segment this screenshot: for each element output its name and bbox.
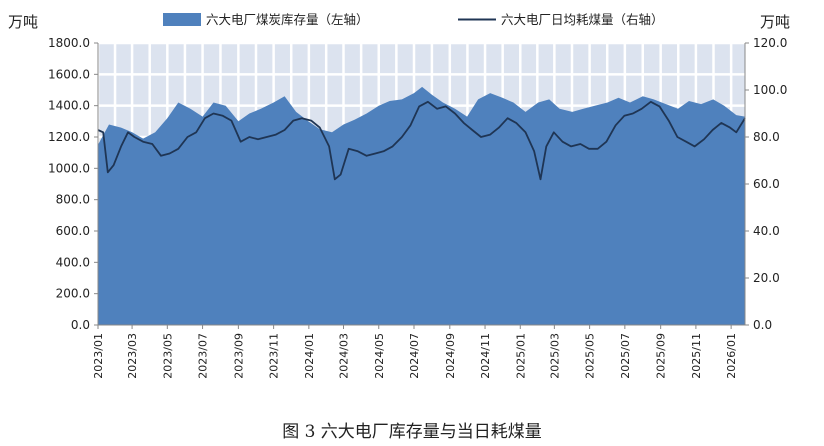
- x-tick-label: 2025/11: [690, 333, 703, 379]
- legend-line-label: 六大电厂日均耗煤量（右轴）: [501, 12, 664, 27]
- x-tick-label: 2025/07: [619, 333, 632, 379]
- x-tick-label: 2026/01: [725, 333, 738, 379]
- right-tick-label: 20.0: [753, 271, 780, 285]
- axes: 0.0 200.0 400.0 600.0 800.0 1000.0 1200.0 1400.…: [48, 36, 787, 379]
- x-tick-label: 2025/09: [655, 333, 668, 379]
- right-tick-label: 80.0: [753, 130, 780, 144]
- consumption-line: [97, 100, 746, 181]
- x-tick-label: 2024/07: [408, 333, 421, 379]
- right-tick-label: 0.0: [753, 318, 772, 332]
- x-tick-label: 2024/09: [444, 333, 457, 379]
- x-tick-label: 2023/05: [161, 333, 174, 379]
- inventory-area: [98, 86, 745, 326]
- x-tick-label: 2024/01: [303, 333, 316, 379]
- x-tick-label: 2023/09: [232, 333, 245, 379]
- legend-area-label: 六大电厂煤炭库存量（左轴）: [206, 12, 369, 27]
- left-tick-label: 1800.0: [48, 36, 90, 50]
- left-tick-label: 200.0: [56, 287, 90, 301]
- left-tick-label: 800.0: [56, 193, 90, 207]
- figure-caption: 图 3 六大电厂库存量与当日耗煤量: [282, 422, 542, 442]
- line-layer: [97, 100, 746, 181]
- x-tick-label: 2024/03: [338, 333, 351, 379]
- x-tick-label: 2024/05: [373, 333, 386, 379]
- left-tick-label: 600.0: [56, 224, 90, 238]
- right-tick-label: 100.0: [753, 83, 787, 97]
- left-tick-label: 0.0: [71, 318, 90, 332]
- right-tick-label: 60.0: [753, 177, 780, 191]
- left-tick-label: 1000.0: [48, 161, 90, 175]
- x-tick-label: 2024/11: [479, 333, 492, 379]
- legend: 六大电厂煤炭库存量（左轴） 六大电厂日均耗煤量（右轴）: [163, 12, 664, 27]
- right-tick-label: 120.0: [753, 36, 787, 50]
- x-tick-label: 2023/03: [126, 333, 139, 379]
- left-unit-label: 万吨: [8, 13, 38, 31]
- right-unit-label: 万吨: [760, 13, 790, 31]
- area-layer: [98, 86, 745, 326]
- x-tick-label: 2025/03: [548, 333, 561, 379]
- right-tick-label: 40.0: [753, 224, 780, 238]
- x-tick-label: 2023/07: [197, 333, 210, 379]
- x-tick-label: 2025/01: [514, 333, 527, 379]
- legend-area-swatch: [163, 13, 201, 26]
- left-tick-label: 1200.0: [48, 130, 90, 144]
- left-tick-label: 400.0: [56, 255, 90, 269]
- x-tick-label: 2023/11: [268, 333, 281, 379]
- left-tick-label: 1400.0: [48, 99, 90, 113]
- left-tick-label: 1600.0: [48, 67, 90, 81]
- x-tick-label: 2025/05: [584, 333, 597, 379]
- x-tick-label: 2023/01: [92, 333, 105, 379]
